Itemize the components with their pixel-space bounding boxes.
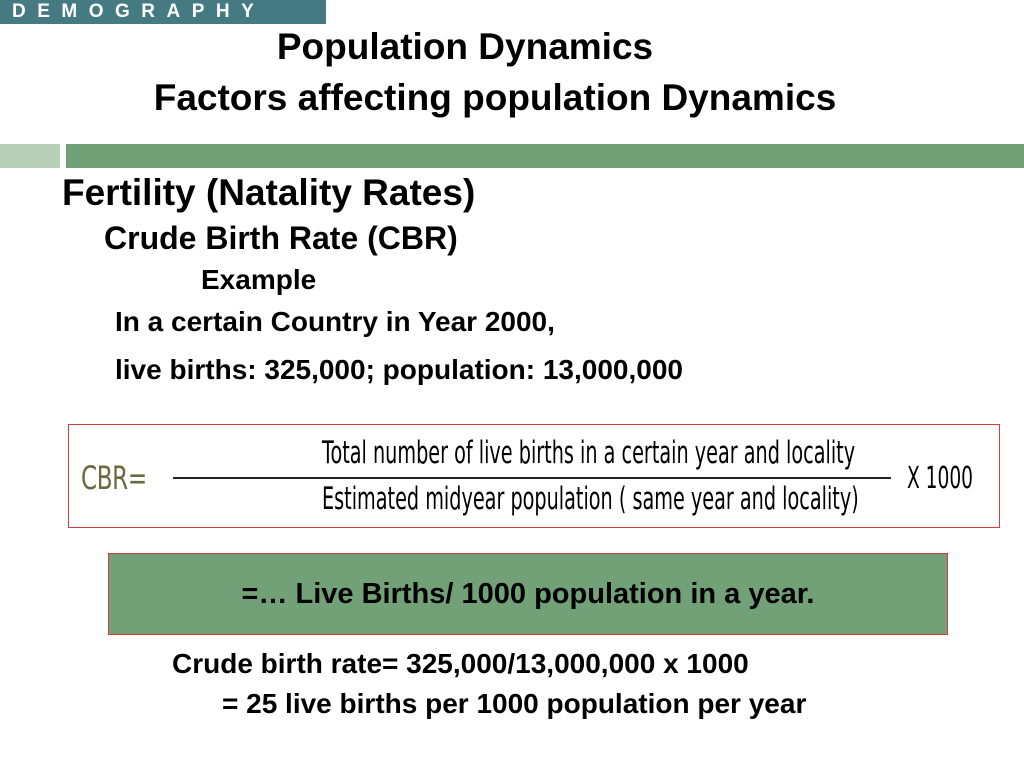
formula-numerator: Total number of live births in a certain… (322, 435, 856, 471)
formula-multiplier: X 1000 (907, 461, 973, 496)
example-label: Example (201, 264, 317, 295)
calculation-line-2: = 25 live births per 1000 population per… (222, 688, 807, 719)
example-line-2: live births: 325,000; population: 13,000… (115, 354, 683, 385)
result-text: =… Live Births/ 1000 population in a yea… (241, 577, 815, 610)
formula-denominator: Estimated midyear population ( same year… (322, 481, 859, 517)
calculation-line-1: Crude birth rate= 325,000/13,000,000 x 1… (172, 648, 749, 679)
formula-label: CBR= (81, 459, 147, 497)
divider-bar-light (0, 144, 60, 168)
result-box: =… Live Births/ 1000 population in a yea… (108, 553, 948, 635)
formula-box: CBR= Total number of live births in a ce… (68, 424, 1000, 528)
slide-subtitle: Factors affecting population Dynamics (153, 77, 837, 118)
slide-title: Population Dynamics (276, 26, 654, 67)
example-line-1: In a certain Country in Year 2000, (115, 306, 555, 337)
fraction-line (173, 477, 891, 479)
section-subheading: Crude Birth Rate (CBR) (104, 220, 458, 256)
divider-bar-green (66, 144, 1024, 168)
slide-category-tag: DEMOGRAPHY (0, 0, 326, 24)
section-heading: Fertility (Natality Rates) (62, 172, 476, 213)
